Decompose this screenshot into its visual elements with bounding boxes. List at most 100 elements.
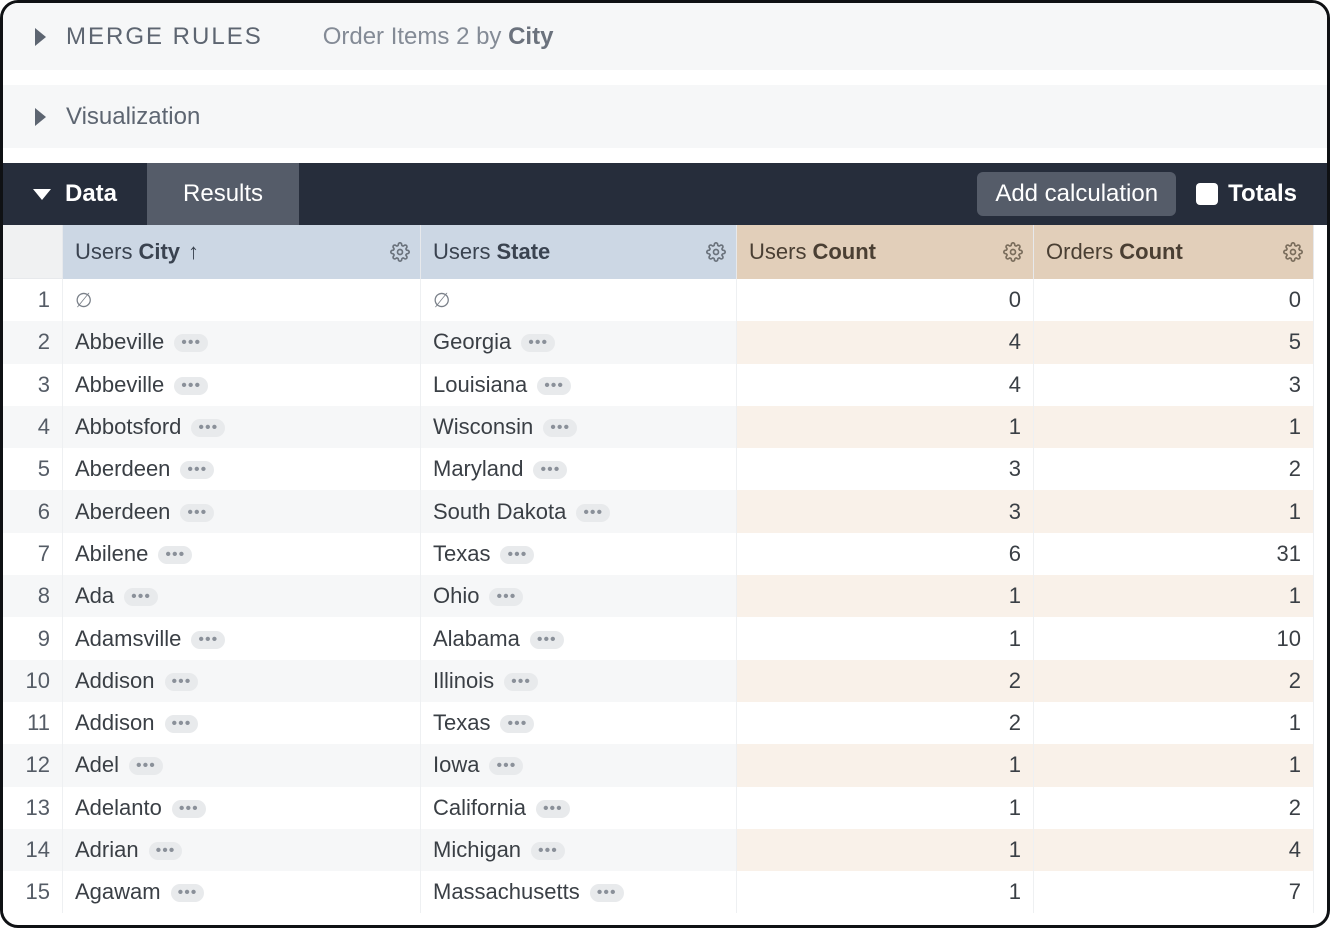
cell-state[interactable]: South Dakota••• <box>421 490 737 532</box>
cell-state[interactable]: Texas••• <box>421 533 737 575</box>
cell-users-count[interactable]: 2 <box>737 660 1034 702</box>
cell-city[interactable]: Adel••• <box>63 744 421 786</box>
cell-users-count[interactable]: 3 <box>737 490 1034 532</box>
cell-city[interactable]: ∅ <box>63 279 421 321</box>
gear-icon[interactable] <box>1283 242 1303 262</box>
visualization-panel[interactable]: Visualization <box>3 85 1327 149</box>
cell-city[interactable]: Adamsville••• <box>63 617 421 659</box>
cell-users-count[interactable]: 4 <box>737 321 1034 363</box>
cell-city[interactable]: Addison••• <box>63 702 421 744</box>
cell-state[interactable]: Louisiana••• <box>421 364 737 406</box>
cell-users-count[interactable]: 1 <box>737 829 1034 871</box>
merge-rules-panel[interactable]: MERGE RULES Order Items 2 by City <box>3 3 1327 71</box>
cell-users-count[interactable]: 1 <box>737 744 1034 786</box>
cell-state[interactable]: Wisconsin••• <box>421 406 737 448</box>
cell-state[interactable]: Massachusetts••• <box>421 871 737 913</box>
more-icon[interactable]: ••• <box>158 546 192 564</box>
cell-state[interactable]: Alabama••• <box>421 617 737 659</box>
cell-orders-count[interactable]: 3 <box>1034 364 1314 406</box>
more-icon[interactable]: ••• <box>500 546 534 564</box>
cell-state[interactable]: Michigan••• <box>421 829 737 871</box>
more-icon[interactable]: ••• <box>576 504 610 522</box>
col-header-users-count[interactable]: Users Count <box>737 225 1034 279</box>
cell-city[interactable]: Ada••• <box>63 575 421 617</box>
more-icon[interactable]: ••• <box>149 842 183 860</box>
cell-orders-count[interactable]: 1 <box>1034 490 1314 532</box>
more-icon[interactable]: ••• <box>530 631 564 649</box>
totals-checkbox[interactable] <box>1196 183 1218 205</box>
more-icon[interactable]: ••• <box>180 504 214 522</box>
more-icon[interactable]: ••• <box>521 334 555 352</box>
cell-orders-count[interactable]: 1 <box>1034 575 1314 617</box>
cell-users-count[interactable]: 3 <box>737 448 1034 490</box>
cell-city[interactable]: Adelanto••• <box>63 787 421 829</box>
more-icon[interactable]: ••• <box>165 673 199 691</box>
more-icon[interactable]: ••• <box>500 715 534 733</box>
col-header-state[interactable]: Users State <box>421 225 737 279</box>
more-icon[interactable]: ••• <box>537 377 571 395</box>
cell-orders-count[interactable]: 7 <box>1034 871 1314 913</box>
more-icon[interactable]: ••• <box>533 461 567 479</box>
more-icon[interactable]: ••• <box>543 419 577 437</box>
cell-state[interactable]: California••• <box>421 787 737 829</box>
tab-data[interactable]: Data <box>3 163 147 225</box>
tab-results[interactable]: Results <box>147 163 299 225</box>
col-header-city[interactable]: Users City ↑ <box>63 225 421 279</box>
cell-users-count[interactable]: 1 <box>737 787 1034 829</box>
cell-orders-count[interactable]: 2 <box>1034 787 1314 829</box>
cell-city[interactable]: Aberdeen••• <box>63 448 421 490</box>
col-header-orders-count[interactable]: Orders Count <box>1034 225 1314 279</box>
more-icon[interactable]: ••• <box>180 461 214 479</box>
cell-city[interactable]: Abbotsford••• <box>63 406 421 448</box>
cell-city[interactable]: Addison••• <box>63 660 421 702</box>
cell-orders-count[interactable]: 1 <box>1034 744 1314 786</box>
cell-orders-count[interactable]: 31 <box>1034 533 1314 575</box>
cell-orders-count[interactable]: 4 <box>1034 829 1314 871</box>
more-icon[interactable]: ••• <box>590 884 624 902</box>
cell-users-count[interactable]: 6 <box>737 533 1034 575</box>
cell-users-count[interactable]: 4 <box>737 364 1034 406</box>
more-icon[interactable]: ••• <box>536 800 570 818</box>
cell-users-count[interactable]: 1 <box>737 617 1034 659</box>
cell-state[interactable]: Texas••• <box>421 702 737 744</box>
more-icon[interactable]: ••• <box>191 631 225 649</box>
more-icon[interactable]: ••• <box>531 842 565 860</box>
cell-city[interactable]: Abilene••• <box>63 533 421 575</box>
more-icon[interactable]: ••• <box>129 757 163 775</box>
cell-city[interactable]: Adrian••• <box>63 829 421 871</box>
add-calculation-button[interactable]: Add calculation <box>977 172 1176 216</box>
more-icon[interactable]: ••• <box>504 673 538 691</box>
cell-state[interactable]: Maryland••• <box>421 448 737 490</box>
cell-orders-count[interactable]: 10 <box>1034 617 1314 659</box>
cell-orders-count[interactable]: 1 <box>1034 406 1314 448</box>
cell-state[interactable]: Iowa••• <box>421 744 737 786</box>
more-icon[interactable]: ••• <box>172 800 206 818</box>
more-icon[interactable]: ••• <box>171 884 205 902</box>
cell-city[interactable]: Aberdeen••• <box>63 490 421 532</box>
cell-orders-count[interactable]: 5 <box>1034 321 1314 363</box>
more-icon[interactable]: ••• <box>174 334 208 352</box>
cell-city[interactable]: Abbeville••• <box>63 321 421 363</box>
cell-state[interactable]: Ohio••• <box>421 575 737 617</box>
more-icon[interactable]: ••• <box>489 588 523 606</box>
cell-state[interactable]: Georgia••• <box>421 321 737 363</box>
cell-city[interactable]: Agawam••• <box>63 871 421 913</box>
cell-orders-count[interactable]: 1 <box>1034 702 1314 744</box>
cell-users-count[interactable]: 2 <box>737 702 1034 744</box>
more-icon[interactable]: ••• <box>124 588 158 606</box>
more-icon[interactable]: ••• <box>191 419 225 437</box>
gear-icon[interactable] <box>706 242 726 262</box>
more-icon[interactable]: ••• <box>489 757 523 775</box>
gear-icon[interactable] <box>390 242 410 262</box>
cell-city[interactable]: Abbeville••• <box>63 364 421 406</box>
more-icon[interactable]: ••• <box>174 377 208 395</box>
totals-toggle[interactable]: Totals <box>1196 180 1297 208</box>
cell-users-count[interactable]: 1 <box>737 406 1034 448</box>
cell-orders-count[interactable]: 2 <box>1034 660 1314 702</box>
cell-orders-count[interactable]: 0 <box>1034 279 1314 321</box>
cell-state[interactable]: ∅ <box>421 279 737 321</box>
cell-users-count[interactable]: 1 <box>737 871 1034 913</box>
cell-state[interactable]: Illinois••• <box>421 660 737 702</box>
gear-icon[interactable] <box>1003 242 1023 262</box>
more-icon[interactable]: ••• <box>165 715 199 733</box>
